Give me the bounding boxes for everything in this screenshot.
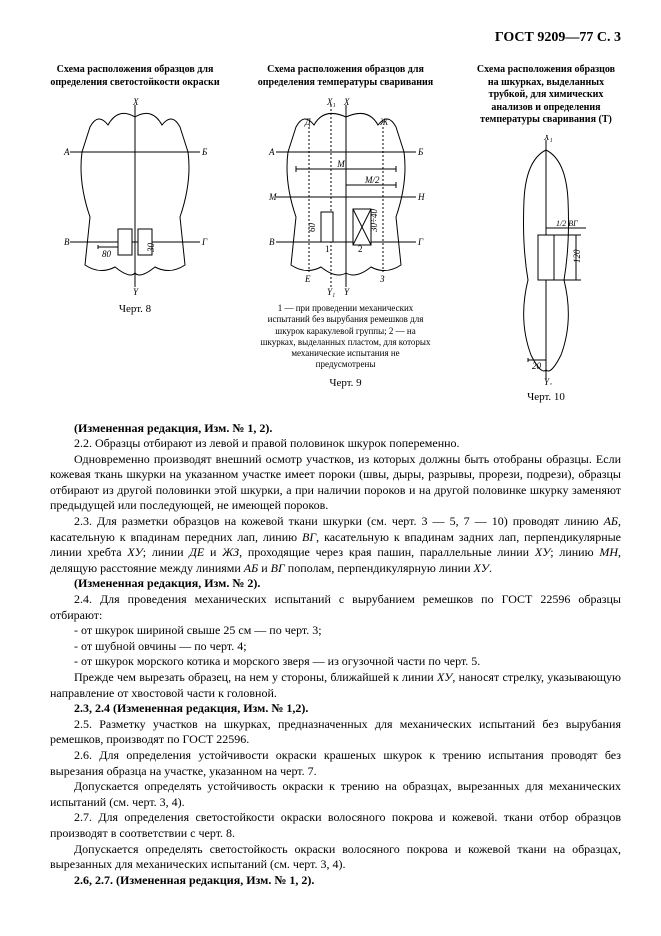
p4: 2.3. Для разметки образцов на кожевой тк… (50, 514, 621, 576)
p1: (Измененная редакция, Изм. № 1, 2). (74, 421, 272, 435)
figure-8-svg: X Y А Б В Г 80 30 (60, 97, 210, 297)
fig8-label-x: X (132, 97, 139, 107)
p14: Допускается определять устойчивость окра… (50, 779, 621, 810)
fig9-label-3040: 30÷40 (369, 209, 379, 233)
p16: Допускается определять светостойкость ок… (50, 842, 621, 873)
p13: 2.6. Для определения устойчивости окраск… (50, 748, 621, 779)
body-text: (Измененная редакция, Изм. № 1, 2). 2.2.… (50, 421, 621, 889)
figure-9: Схема расположения образцов для определе… (251, 64, 441, 403)
figure-10: Схема расположения образцов на шкурках, … (471, 64, 621, 403)
fig10-label-bvg: 1/2 ВГ (556, 219, 578, 228)
fig8-label-v: В (64, 237, 70, 247)
p10: Прежде чем вырезать образец, на нем у ст… (50, 670, 621, 701)
p2: 2.2. Образцы отбирают из левой и правой … (50, 436, 621, 452)
fig9-label-e: Е (304, 274, 311, 284)
fig9-label-b: Б (417, 147, 424, 157)
fig9-label-v: В (269, 237, 275, 247)
svg-text:2: 2 (358, 244, 363, 254)
fig8-label-30: 30 (146, 243, 156, 254)
p11: 2.3, 2.4 (Измененная редакция, Изм. № 1,… (74, 701, 308, 715)
fig9-label-g: Г (417, 237, 424, 247)
figure-9-svg: X X₁ Y Y₁ А Б В Г Д Ж Е З М Н М М/2 60 (261, 97, 431, 297)
fig8-label-g: Г (201, 237, 208, 247)
fig8-label-a: А (63, 147, 70, 157)
fig10-label-120: 120 (572, 249, 582, 263)
p3: Одновременно производят внешний осмотр у… (50, 452, 621, 514)
p5: (Измененная редакция, Изм. № 2). (74, 576, 260, 590)
svg-text:1: 1 (325, 244, 330, 254)
fig9-label-m: М (268, 192, 277, 202)
p15: 2.7. Для определения светостойкости окра… (50, 810, 621, 841)
fig8-label-y: Y (133, 287, 139, 297)
fig9-label-zh: Ж (379, 117, 389, 127)
fig10-label-20: 20 (532, 361, 542, 371)
figure-10-title: Схема расположения образцов на шкурках, … (471, 64, 621, 127)
fig9-label-60: 60 (307, 223, 317, 233)
figure-8-title: Схема расположения образцов для определе… (50, 64, 220, 89)
fig8-label-80: 80 (102, 249, 112, 259)
fig9-label-m2: М/2 (364, 175, 380, 185)
figure-10-caption: Черт. 10 (527, 391, 565, 403)
fig9-label-y: Y (344, 287, 350, 297)
p7: - от шкурок шириной свыше 25 см — по чер… (50, 623, 621, 639)
fig8-label-b: Б (201, 147, 208, 157)
fig9-label-mdim: М (336, 159, 345, 169)
p17: 2.6, 2.7. (Измененная редакция, Изм. № 1… (74, 873, 314, 887)
figure-10-svg: X₁ Y₁ 20 120 1/2 ВГ (496, 135, 596, 385)
figures-row: Схема расположения образцов для определе… (50, 64, 621, 403)
p8: - от шубной овчины — по черт. 4; (50, 639, 621, 655)
p9: - от шкурок морского котика и морского з… (50, 654, 621, 670)
fig9-label-y1: Y₁ (327, 287, 335, 297)
page-header: ГОСТ 9209—77 С. 3 (50, 30, 621, 46)
fig9-label-x: X (343, 97, 350, 107)
p12: 2.5. Разметку участков на шкурках, предн… (50, 717, 621, 748)
figure-9-title: Схема расположения образцов для определе… (251, 64, 441, 89)
fig9-label-n: Н (417, 192, 425, 202)
fig10-label-x1: X₁ (543, 135, 553, 142)
fig9-label-x1: X₁ (326, 97, 336, 107)
p6: 2.4. Для проведения механических испытан… (50, 592, 621, 623)
figure-9-caption: Черт. 9 (329, 377, 361, 389)
figure-8-caption: Черт. 8 (119, 303, 151, 315)
figure-9-note: 1 — при проведении механических испытани… (261, 303, 431, 371)
fig10-label-y1: Y₁ (544, 377, 552, 385)
fig9-label-z: З (380, 274, 385, 284)
figure-8: Схема расположения образцов для определе… (50, 64, 220, 403)
fig9-label-a: А (268, 147, 275, 157)
